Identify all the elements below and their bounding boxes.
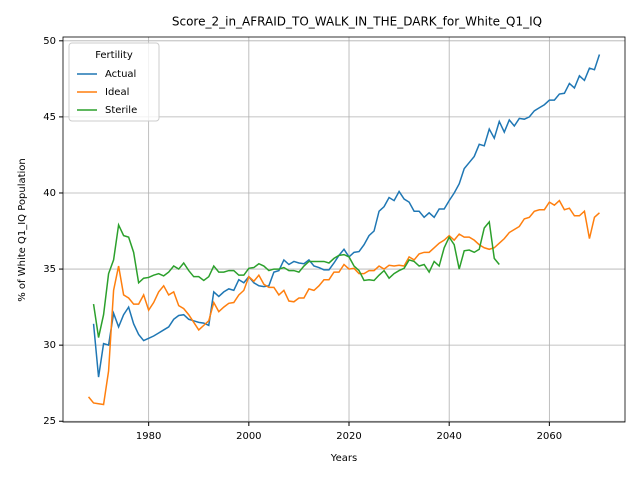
y-axis-label: % of White Q1_IQ Population bbox=[17, 158, 28, 302]
legend-label: Ideal bbox=[105, 87, 129, 98]
legend: Fertility Actual Ideal Sterile bbox=[68, 42, 160, 122]
line-series bbox=[92, 54, 601, 378]
y-tick-label: 50 bbox=[43, 36, 56, 47]
y-tick-label: 30 bbox=[43, 340, 56, 351]
legend-label: Actual bbox=[105, 69, 136, 80]
x-tick-label: 2060 bbox=[537, 431, 562, 442]
legend-box bbox=[68, 42, 160, 122]
chart-title: Score_2_in_AFRAID_TO_WALK_IN_THE_DARK_fo… bbox=[172, 15, 542, 29]
x-tick-label: 2000 bbox=[236, 431, 261, 442]
y-tick-label: 40 bbox=[43, 188, 56, 199]
legend-title: Fertility bbox=[95, 50, 133, 61]
x-tick-label: 2020 bbox=[336, 431, 361, 442]
line-series bbox=[92, 220, 500, 338]
plot-frame bbox=[62, 36, 626, 423]
y-tick-label: 35 bbox=[43, 264, 56, 275]
legend-label: Sterile bbox=[105, 105, 137, 116]
y-tick-label: 25 bbox=[43, 416, 56, 427]
y-tick-label: 45 bbox=[43, 112, 56, 123]
x-tick-label: 1980 bbox=[136, 431, 161, 442]
line-series bbox=[87, 199, 600, 406]
x-axis-label: Years bbox=[330, 453, 357, 464]
x-tick-label: 2040 bbox=[436, 431, 461, 442]
